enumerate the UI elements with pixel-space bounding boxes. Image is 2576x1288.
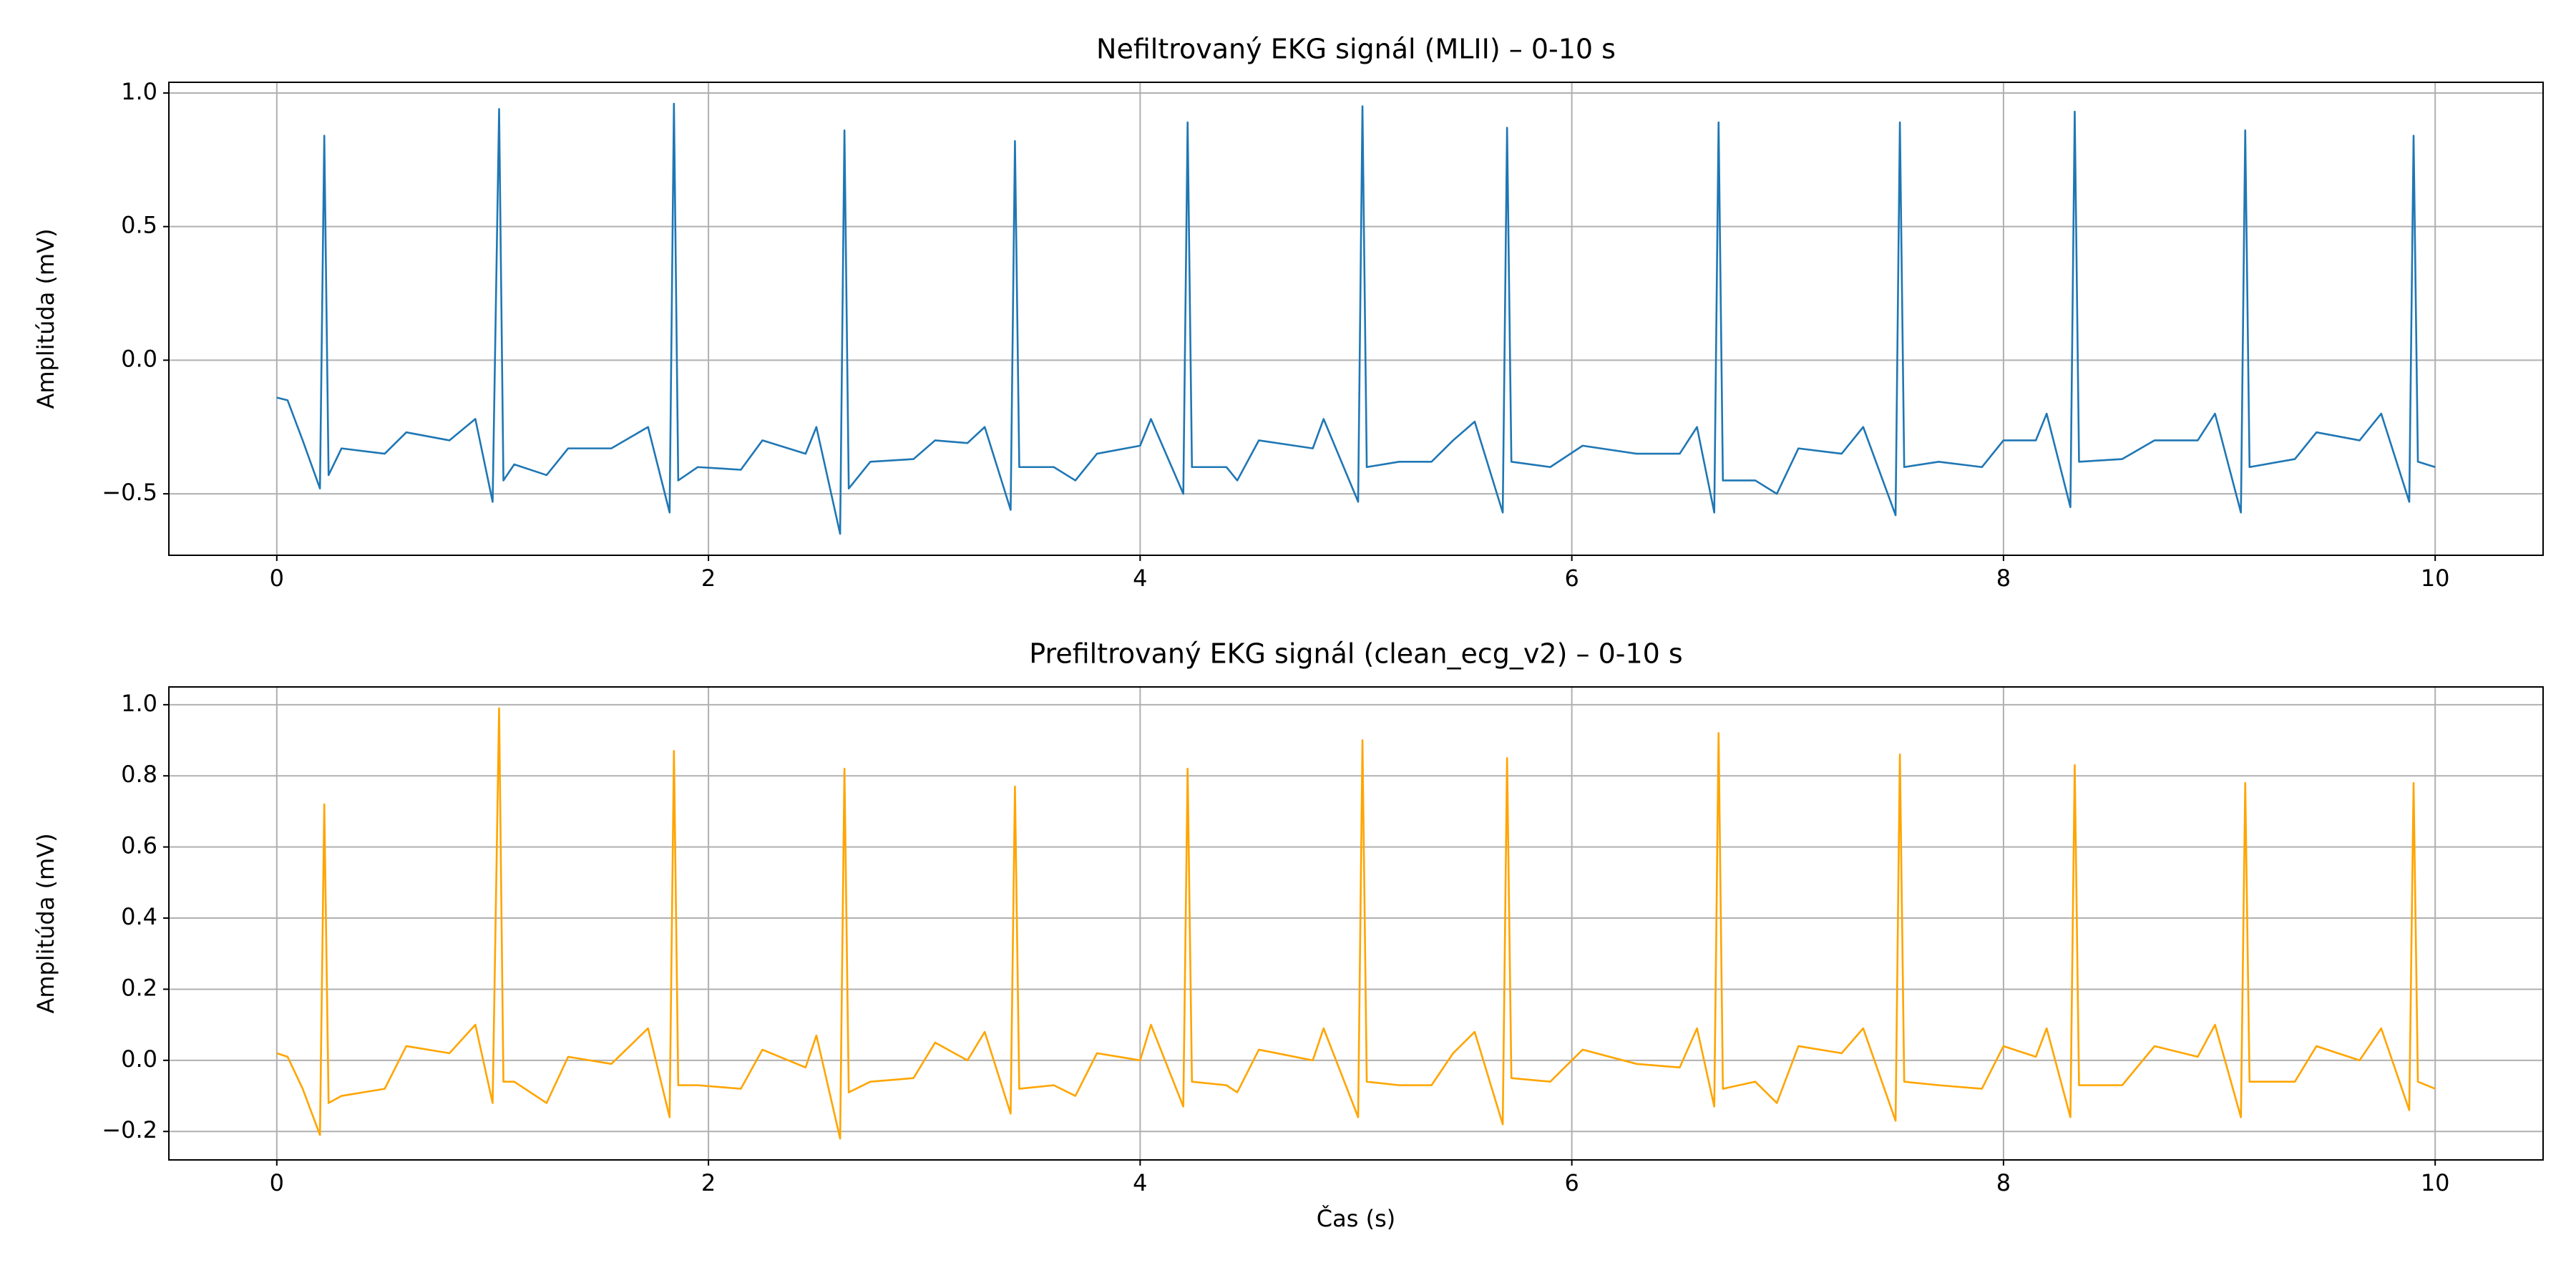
x-tick-label: 6 bbox=[1564, 1169, 1579, 1196]
y-tick-label: 0.0 bbox=[121, 345, 157, 372]
x-tick-label: 2 bbox=[701, 1169, 716, 1196]
x-tick-label: 10 bbox=[2421, 1169, 2450, 1196]
x-tick-label: 4 bbox=[1133, 565, 1147, 592]
y-tick-label: −0.2 bbox=[102, 1116, 157, 1143]
y-tick-label: 0.4 bbox=[121, 903, 157, 930]
x-tick-label: 10 bbox=[2421, 565, 2450, 592]
y-tick-label: 0.6 bbox=[121, 832, 157, 859]
x-tick-label: 4 bbox=[1133, 1169, 1147, 1196]
axes-frame bbox=[168, 686, 2544, 1161]
x-tick-label: 2 bbox=[701, 565, 716, 592]
y-tick-label: 1.0 bbox=[121, 690, 157, 717]
y-axis-label: Amplitúda (mV) bbox=[32, 833, 59, 1013]
y-axis-label: Amplitúda (mV) bbox=[32, 228, 59, 409]
axes-frame bbox=[168, 82, 2544, 556]
y-tick-label: 0.2 bbox=[121, 974, 157, 1001]
y-tick-label: 0.0 bbox=[121, 1045, 157, 1073]
x-tick-label: 8 bbox=[1996, 565, 2011, 592]
y-tick-label: 0.5 bbox=[121, 212, 157, 239]
signal-line bbox=[276, 102, 2436, 535]
y-tick-label: 0.8 bbox=[121, 761, 157, 788]
x-tick-label: 0 bbox=[270, 1169, 284, 1196]
y-tick-label: 1.0 bbox=[121, 78, 157, 105]
x-axis-label: Čas (s) bbox=[1317, 1204, 1395, 1232]
x-tick-label: 8 bbox=[1996, 1169, 2011, 1196]
chart-title: Prefiltrovaný EKG signál (clean_ecg_v2) … bbox=[1029, 638, 1682, 670]
x-tick-label: 0 bbox=[270, 565, 284, 592]
y-tick-label: −0.5 bbox=[102, 479, 157, 506]
chart-title: Nefiltrovaný EKG signál (MLII) – 0-10 s bbox=[1096, 34, 1616, 65]
signal-line bbox=[276, 707, 2436, 1140]
x-tick-label: 6 bbox=[1564, 565, 1579, 592]
